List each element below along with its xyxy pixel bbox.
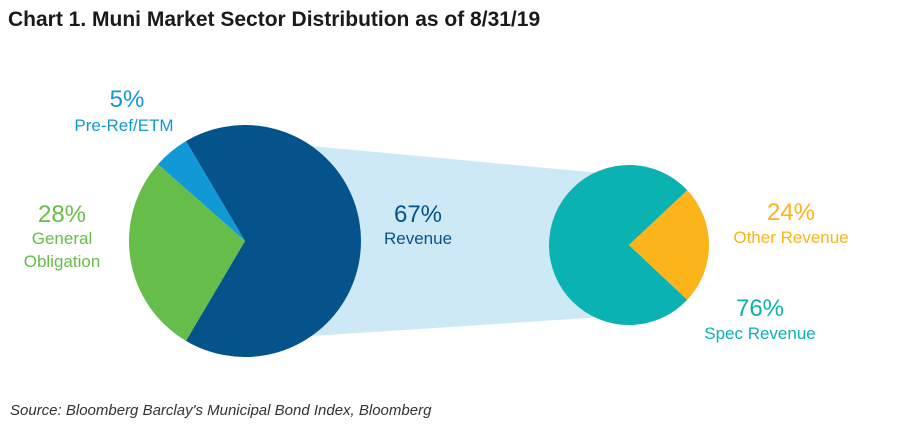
connector-band [311,145,596,337]
general-obligation-percent-label: 28% [38,201,86,228]
slice-other-revenue [629,190,710,300]
spec-revenue-percent-label: 76% [736,295,784,322]
slice-pre-ref-etm [157,141,245,241]
slice-spec-revenue [549,165,688,325]
source-note: Source: Bloomberg Barclay's Municipal Bo… [10,402,432,419]
revenue-breakdown-pie [549,165,710,325]
other-revenue-percent-label: 24% [767,199,815,226]
revenue-percent-label: 67% [394,201,442,228]
general-obligation-name-line2: Obligation [24,252,101,271]
general-obligation-name-line1: General [32,229,92,248]
spec-revenue-name-label: Spec Revenue [704,324,816,343]
slice-general-obligation [129,164,245,341]
revenue-name-label: Revenue [384,229,452,248]
main-pie [129,125,361,357]
other-revenue-name-label: Other Revenue [733,228,848,247]
chart-title: Chart 1. Muni Market Sector Distribution… [8,8,541,31]
pre-ref-percent-label: 5% [110,86,145,113]
slice-revenue [185,125,361,357]
pre-ref-name-label: Pre-Ref/ETM [74,116,173,135]
